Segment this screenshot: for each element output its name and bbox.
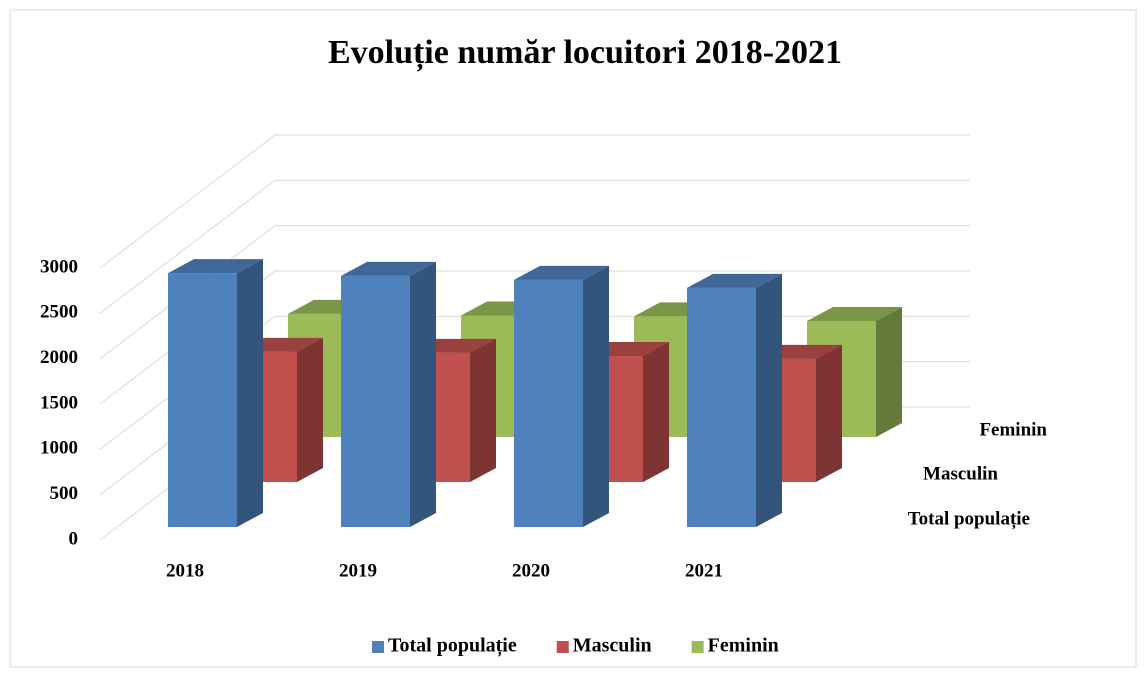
bar-front: [687, 287, 756, 527]
bar: [168, 259, 263, 527]
y-tick-label: 2000: [40, 347, 78, 368]
legend-label: Total populație: [388, 635, 517, 658]
bar-side: [410, 261, 436, 527]
bar: [514, 265, 609, 527]
y-tick-label: 1500: [40, 392, 78, 413]
bar-front: [168, 273, 237, 527]
legend-swatch: [691, 641, 704, 653]
legend-swatch: [372, 641, 384, 653]
bar-top: [168, 259, 263, 274]
bar-side: [470, 338, 496, 482]
depth-label: Masculin: [923, 463, 998, 484]
x-tick-label: 2021: [685, 560, 723, 581]
y-tick-label: 1000: [40, 438, 78, 459]
bar-side: [756, 273, 782, 527]
bar-side: [643, 341, 669, 482]
bar-side: [583, 265, 609, 527]
legend-label: Masculin: [573, 635, 652, 657]
bar-top: [807, 306, 902, 321]
bar-top: [687, 273, 782, 288]
bar-front: [514, 279, 583, 527]
bar-side: [297, 337, 323, 482]
y-tick-label: 500: [50, 483, 79, 504]
legend: Total populație Masculin Feminin: [372, 635, 779, 658]
x-tick-label: 2020: [512, 560, 550, 581]
bar: [341, 261, 436, 527]
legend-label: Feminin: [708, 635, 779, 657]
bar-front: [341, 275, 410, 527]
grid-line: [99, 134, 276, 269]
legend-swatch: [556, 641, 569, 653]
y-tick-label: 2500: [40, 302, 78, 323]
y-tick-label: 3000: [40, 256, 78, 277]
bar-top: [341, 261, 436, 276]
grid-line: [99, 179, 276, 314]
bar-top: [514, 265, 609, 280]
depth-label: Total populație: [908, 508, 1030, 529]
bar-side: [876, 306, 902, 437]
chart-title: Evoluție număr locuitori 2018-2021: [328, 34, 842, 72]
x-tick-label: 2018: [166, 560, 204, 581]
depth-label: Feminin: [979, 419, 1047, 440]
bar: [687, 273, 782, 527]
bar-side: [816, 344, 842, 482]
bar-side: [237, 259, 263, 527]
x-tick-label: 2019: [339, 560, 377, 581]
y-tick-label: 0: [69, 528, 79, 549]
